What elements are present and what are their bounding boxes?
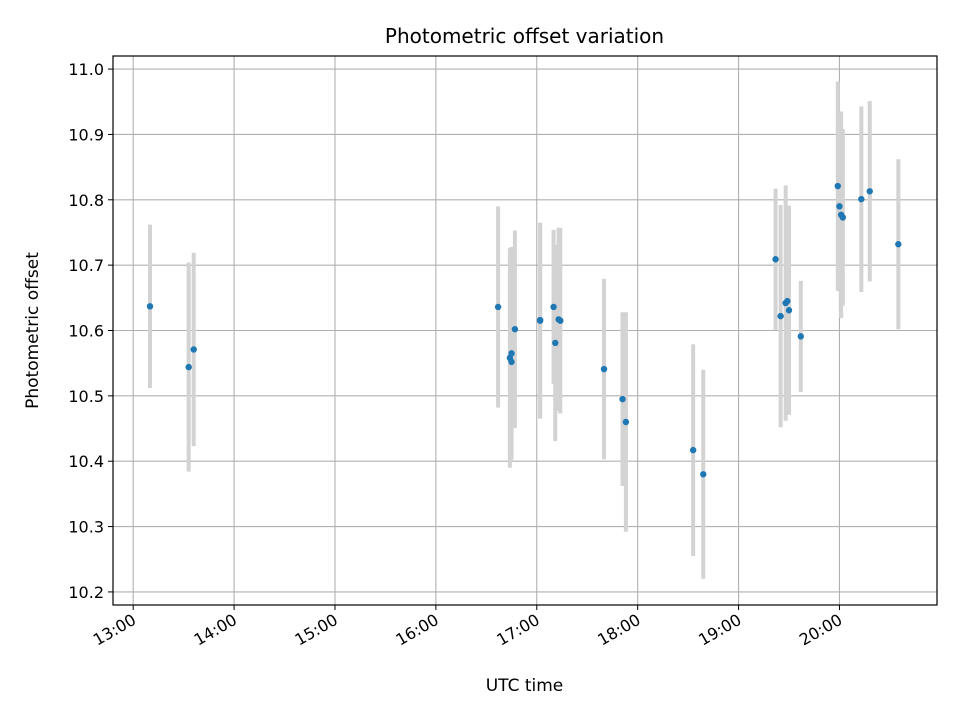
x-tick-label: 18:00	[594, 610, 643, 650]
y-tick-label: 10.7	[68, 256, 104, 275]
x-axis: 13:00 14:00 15:00 16:00 17:00 18:00 19:00 20:00	[90, 605, 845, 650]
grid-lines	[113, 56, 937, 605]
x-tick-label: 20:00	[796, 610, 845, 650]
data-point	[777, 312, 784, 320]
y-tick-label: 10.3	[68, 518, 104, 537]
data-point	[772, 256, 779, 263]
data-point	[689, 446, 697, 454]
y-tick-label: 10.4	[68, 452, 104, 471]
data-point	[619, 395, 626, 403]
data-point	[511, 325, 519, 333]
data-point	[557, 317, 564, 324]
y-tick-label: 10.2	[68, 583, 104, 602]
data-point	[834, 182, 841, 190]
data-point	[866, 188, 873, 195]
data-point	[536, 316, 544, 324]
data-point	[836, 203, 843, 210]
y-tick-label: 10.9	[68, 125, 104, 144]
y-tick-label: 10.6	[68, 322, 104, 341]
data-point	[858, 195, 865, 203]
y-tick-label: 10.5	[68, 387, 104, 406]
data-point	[895, 241, 902, 248]
y-axis: 10.2 10.3 10.4 10.5 10.6 10.7 10.8 10.9 11.0	[68, 60, 113, 602]
data-point	[550, 303, 557, 311]
data-point	[185, 363, 192, 371]
data-point	[700, 471, 707, 478]
y-axis-label: Photometric offset	[23, 252, 43, 409]
x-tick-label: 15:00	[292, 610, 341, 650]
data-point	[494, 303, 502, 311]
data-point	[797, 333, 804, 340]
x-tick-label: 16:00	[392, 610, 441, 650]
data-point	[508, 350, 515, 357]
data-point	[784, 297, 791, 305]
data-point	[190, 346, 197, 353]
data-point	[785, 307, 793, 314]
chart-title: Photometric offset variation	[385, 24, 664, 48]
x-tick-label: 13:00	[90, 610, 139, 650]
point-group	[146, 182, 902, 478]
x-axis-label: UTC time	[486, 676, 564, 696]
data-point	[146, 303, 154, 310]
data-point	[600, 365, 608, 373]
x-tick-label: 17:00	[493, 610, 542, 650]
data-point	[508, 358, 515, 366]
x-tick-label: 14:00	[191, 610, 240, 650]
y-tick-label: 11.0	[68, 60, 104, 79]
data-point	[839, 214, 847, 221]
y-tick-label: 10.8	[68, 191, 104, 210]
data-point	[622, 418, 630, 426]
x-tick-label: 19:00	[695, 610, 744, 650]
data-point	[552, 339, 559, 347]
